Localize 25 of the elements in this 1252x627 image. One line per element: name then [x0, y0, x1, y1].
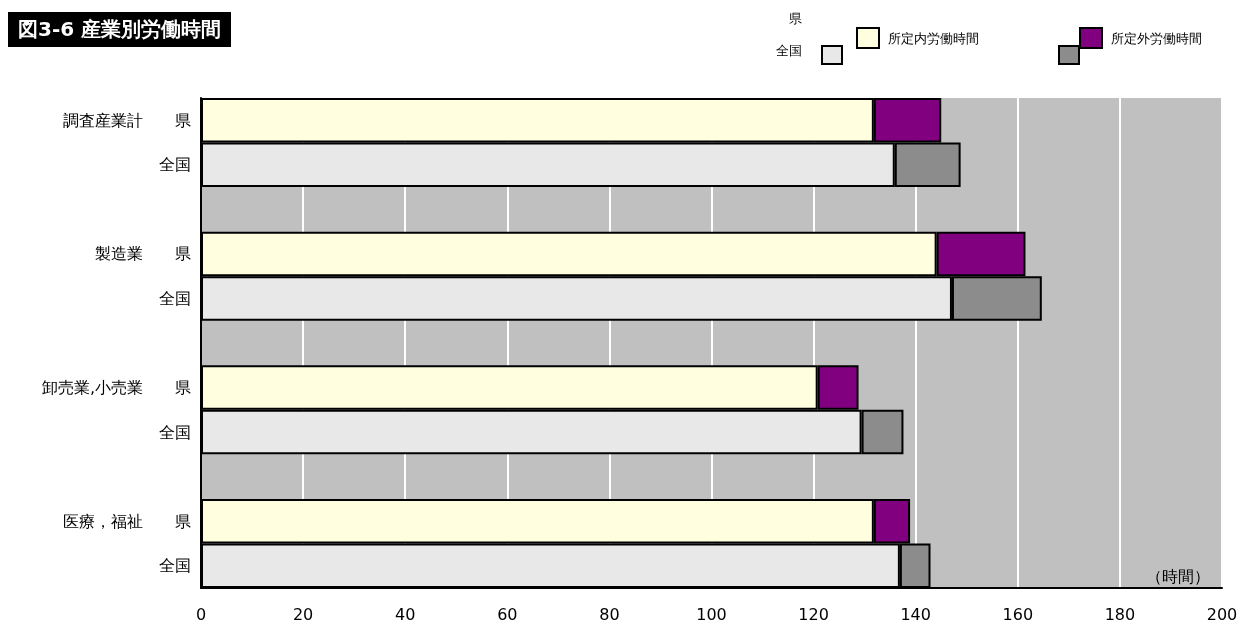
- text: 全国: [776, 43, 802, 58]
- x-tick-label: 140: [900, 604, 931, 624]
- x-tick-label: 20: [292, 604, 314, 624]
- x-tick-label: 60: [497, 604, 518, 624]
- legend-label: 所定外労働時間: [1111, 30, 1202, 46]
- x-tick-label: 40: [395, 604, 416, 624]
- text: 県: [789, 11, 802, 26]
- x-tick-label: 180: [1104, 604, 1136, 624]
- x-tick-label: 120: [798, 604, 829, 624]
- y-tick-label: 全国: [159, 556, 191, 576]
- legend-label: 所定内労働時間: [888, 30, 979, 46]
- y-tick-label: 全国: [159, 288, 191, 308]
- y-tick-label: 調査産業計 県: [63, 110, 191, 130]
- x-tick-label: 0: [195, 604, 207, 624]
- y-tick-label: 卸売業,小売業 県: [41, 378, 191, 398]
- y-tick-label: 製造業 県: [95, 244, 191, 264]
- x-tick-label: 80: [599, 604, 620, 624]
- x-tick-label: 100: [696, 604, 727, 624]
- y-tick-label: 医療，福祉 県: [63, 511, 191, 531]
- x-tick-label: 200: [1206, 604, 1238, 624]
- y-tick-label: 全国: [159, 155, 191, 175]
- y-tick-label: 全国: [159, 422, 191, 442]
- x-axis-title: （時間）: [1146, 566, 1210, 586]
- chart-title: 図3-6 産業別労働時間: [8, 12, 232, 47]
- x-tick-label: 160: [1002, 604, 1034, 624]
